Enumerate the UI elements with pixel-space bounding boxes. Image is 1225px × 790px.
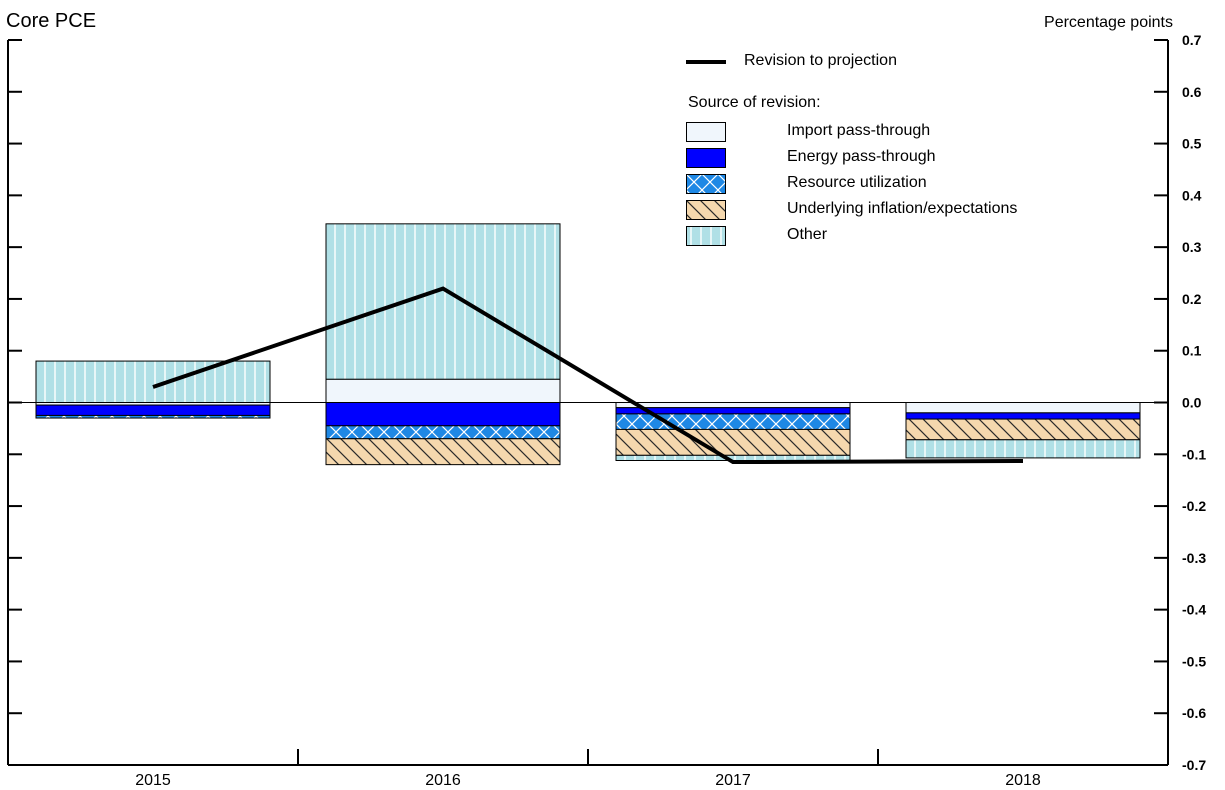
- legend-item-underlying-inflation-expectations: Underlying inflation/expectations: [680, 198, 1120, 224]
- x-tick-label: 2017: [715, 772, 751, 789]
- legend-item-other: Other: [680, 224, 1120, 250]
- x-tick-label: 2018: [1005, 772, 1041, 789]
- bar-import-pass-through-2018: [905, 402, 1141, 414]
- y-tick-label: 0.0: [1182, 395, 1202, 411]
- y-tick-label: 0.1: [1182, 343, 1202, 359]
- bar-resource-utilization-2015: [35, 414, 271, 419]
- y-tick-label: -0.2: [1182, 498, 1206, 514]
- legend-item-import-pass-through: Import pass-through: [680, 120, 1120, 146]
- x-tick-label: 2015: [135, 772, 171, 789]
- legend-label: Energy pass-through: [787, 148, 936, 165]
- axes-layer: 0.7 0.6 0.5 0.4 0.3 0.2 0.1 0.0 -0.1 -0.2 -0.3 -0.4…: [7, 32, 1206, 789]
- legend-item-resource-utilization: Resource utilization: [680, 172, 1120, 198]
- y-tick-label: 0.6: [1182, 84, 1202, 100]
- legend-label: Import pass-through: [787, 122, 931, 139]
- y-tick-label: -0.6: [1182, 705, 1206, 721]
- bar-import-pass-through-2016: [325, 378, 561, 404]
- bar-resource-utilization-2017: [615, 413, 851, 430]
- y-tick-label: 0.3: [1182, 239, 1202, 255]
- legend: Revision to projection Source of revisio…: [680, 48, 1120, 250]
- legend-label: Underlying inflation/expectations: [787, 200, 1018, 217]
- revision-line: [152, 286, 1024, 465]
- bar-other-2015: [35, 360, 271, 404]
- y-tick-label: -0.3: [1182, 550, 1206, 566]
- bar-import-pass-through-2017: [615, 402, 851, 409]
- legend-swatch: [686, 200, 726, 220]
- bar-energy-pass-through-2015: [35, 404, 271, 416]
- y-tick-label: -0.1: [1182, 446, 1206, 462]
- legend-item-energy-pass-through: Energy pass-through: [680, 146, 1120, 172]
- bar-underlying-inflation-expectations-2017: [615, 428, 851, 456]
- legend-item-revision-line: Revision to projection: [680, 48, 1120, 76]
- bar-other-2018: [905, 439, 1141, 459]
- y-tick-label: -0.7: [1182, 757, 1206, 773]
- legend-label: Revision to projection: [744, 52, 897, 69]
- legend-swatch: [686, 226, 726, 246]
- y-tick-label: 0.2: [1182, 291, 1202, 307]
- chart-title: Core PCE: [6, 10, 97, 32]
- legend-label: Other: [787, 226, 828, 243]
- bars-layer: [35, 223, 1141, 466]
- y-tick-label: -0.5: [1182, 653, 1206, 669]
- legend-line-swatch: [686, 60, 726, 64]
- legend-swatch: [686, 122, 726, 142]
- legend-swatch: [686, 148, 726, 168]
- x-tick-label: 2016: [425, 772, 461, 789]
- bar-energy-pass-through-2016: [325, 402, 561, 427]
- legend-swatch: [686, 174, 726, 194]
- legend-items: Import pass-through Energy pass-through Re…: [680, 120, 1120, 250]
- line-layer: [152, 286, 1024, 465]
- y-tick-label: 0.4: [1182, 187, 1202, 203]
- bar-underlying-inflation-expectations-2016: [325, 438, 561, 466]
- y-tick-label: 0.7: [1182, 32, 1202, 48]
- y-tick-label: -0.4: [1182, 602, 1206, 618]
- bar-resource-utilization-2016: [325, 425, 561, 440]
- bar-underlying-inflation-expectations-2018: [905, 418, 1141, 441]
- y-axis-unit-label: Percentage points: [1044, 14, 1173, 31]
- legend-label: Resource utilization: [787, 174, 927, 191]
- bar-energy-pass-through-2018: [905, 412, 1141, 420]
- bar-other-2016: [325, 223, 561, 380]
- y-tick-label: 0.5: [1182, 136, 1202, 152]
- legend-heading: Source of revision:: [688, 94, 821, 111]
